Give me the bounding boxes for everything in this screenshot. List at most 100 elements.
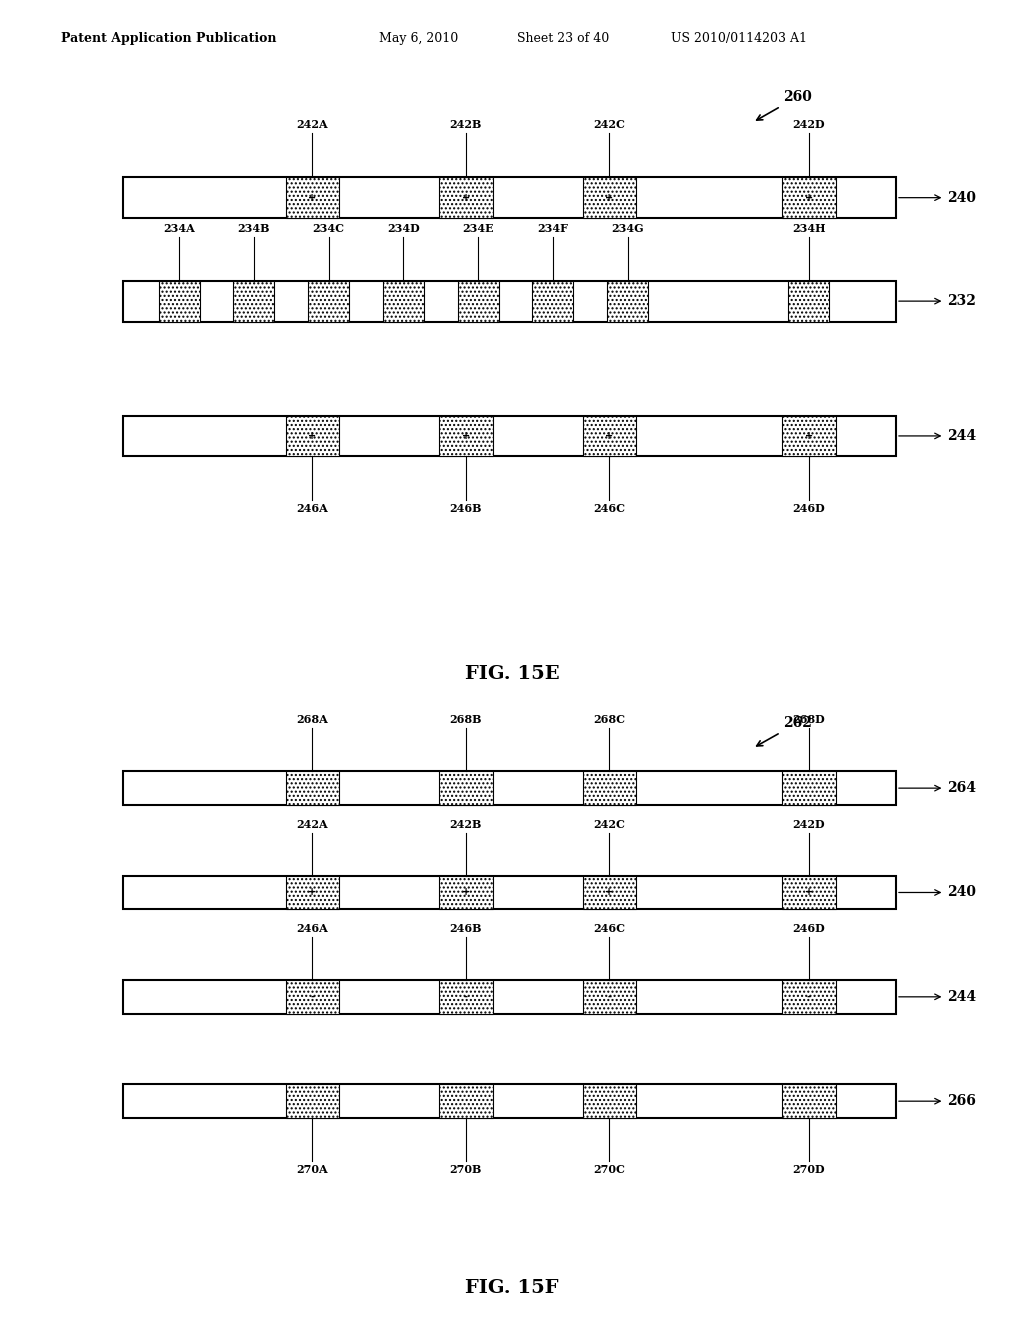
Bar — [123, 1084, 896, 1118]
Text: 242C: 242C — [593, 119, 626, 131]
Text: -: - — [607, 991, 611, 1002]
Bar — [123, 875, 896, 909]
Text: 270D: 270D — [793, 1164, 825, 1175]
Text: Patent Application Publication: Patent Application Publication — [61, 32, 276, 45]
Text: +: + — [605, 430, 613, 441]
Bar — [532, 281, 573, 322]
Text: 234E: 234E — [463, 223, 494, 234]
Text: May 6, 2010: May 6, 2010 — [379, 32, 458, 45]
Bar — [439, 1084, 493, 1118]
Text: 246A: 246A — [296, 503, 329, 515]
Text: Sheet 23 of 40: Sheet 23 of 40 — [517, 32, 609, 45]
Bar — [439, 771, 493, 805]
Text: 262: 262 — [757, 715, 812, 746]
Text: FIG. 15F: FIG. 15F — [465, 1279, 559, 1298]
Text: 246B: 246B — [450, 923, 482, 935]
Text: +: + — [805, 887, 813, 898]
Bar — [782, 177, 836, 218]
Text: +: + — [308, 193, 316, 203]
Text: 246B: 246B — [450, 503, 482, 515]
Text: 242D: 242D — [793, 119, 825, 131]
Text: 246D: 246D — [793, 923, 825, 935]
Text: 242A: 242A — [297, 818, 328, 829]
Text: +: + — [462, 193, 470, 203]
Bar — [439, 177, 493, 218]
Text: US 2010/0114203 A1: US 2010/0114203 A1 — [671, 32, 807, 45]
Text: FIG. 15E: FIG. 15E — [465, 665, 559, 684]
Bar — [439, 416, 493, 457]
Bar — [286, 979, 339, 1014]
Text: 244: 244 — [899, 429, 976, 444]
Text: 234B: 234B — [238, 223, 270, 234]
Bar — [233, 281, 274, 322]
Text: 264: 264 — [899, 781, 976, 795]
Bar — [286, 177, 339, 218]
Bar — [607, 281, 648, 322]
Text: 234D: 234D — [387, 223, 420, 234]
Text: +: + — [805, 430, 813, 441]
Bar — [583, 416, 636, 457]
Text: 270C: 270C — [593, 1164, 626, 1175]
Bar — [782, 979, 836, 1014]
Text: 244: 244 — [899, 990, 976, 1003]
Text: +: + — [462, 887, 470, 898]
Text: +: + — [462, 430, 470, 441]
Text: 234H: 234H — [793, 223, 825, 234]
Text: 268C: 268C — [593, 714, 626, 725]
Bar — [286, 416, 339, 457]
Text: 240: 240 — [899, 886, 976, 899]
Text: 260: 260 — [757, 90, 812, 120]
Text: -: - — [807, 991, 811, 1002]
Bar — [583, 1084, 636, 1118]
Bar — [782, 416, 836, 457]
Bar — [123, 416, 896, 457]
Text: 242C: 242C — [593, 818, 626, 829]
Text: +: + — [308, 887, 316, 898]
Text: 234G: 234G — [611, 223, 644, 234]
Bar — [123, 771, 896, 805]
Text: 232: 232 — [899, 294, 976, 308]
Bar — [788, 281, 829, 322]
Bar — [782, 1084, 836, 1118]
Bar — [286, 771, 339, 805]
Text: 270B: 270B — [450, 1164, 482, 1175]
Text: -: - — [310, 991, 314, 1002]
Bar — [286, 1084, 339, 1118]
Text: 246C: 246C — [593, 923, 626, 935]
Bar — [286, 875, 339, 909]
Text: 268B: 268B — [450, 714, 482, 725]
Text: 270A: 270A — [297, 1164, 328, 1175]
Text: -: - — [464, 991, 468, 1002]
Bar — [782, 771, 836, 805]
Text: 268A: 268A — [296, 714, 329, 725]
Text: 242B: 242B — [450, 818, 482, 829]
Bar — [439, 979, 493, 1014]
Bar — [782, 875, 836, 909]
Text: +: + — [805, 193, 813, 203]
Bar — [583, 177, 636, 218]
Bar — [583, 979, 636, 1014]
Text: 268D: 268D — [793, 714, 825, 725]
Bar — [123, 979, 896, 1014]
Text: 246D: 246D — [793, 503, 825, 515]
Text: 266: 266 — [899, 1094, 976, 1109]
Text: 242A: 242A — [297, 119, 328, 131]
Bar — [159, 281, 200, 322]
Bar — [383, 281, 424, 322]
Text: 246A: 246A — [296, 923, 329, 935]
Text: 234C: 234C — [312, 223, 345, 234]
Bar — [458, 281, 499, 322]
Text: 242B: 242B — [450, 119, 482, 131]
Bar — [308, 281, 349, 322]
Text: 234F: 234F — [538, 223, 568, 234]
Bar — [583, 771, 636, 805]
Text: 234A: 234A — [163, 223, 196, 234]
Bar — [583, 875, 636, 909]
Text: 240: 240 — [899, 190, 976, 205]
Bar — [123, 177, 896, 218]
Bar — [123, 281, 896, 322]
Text: +: + — [308, 430, 316, 441]
Text: +: + — [605, 193, 613, 203]
Text: 246C: 246C — [593, 503, 626, 515]
Text: 242D: 242D — [793, 818, 825, 829]
